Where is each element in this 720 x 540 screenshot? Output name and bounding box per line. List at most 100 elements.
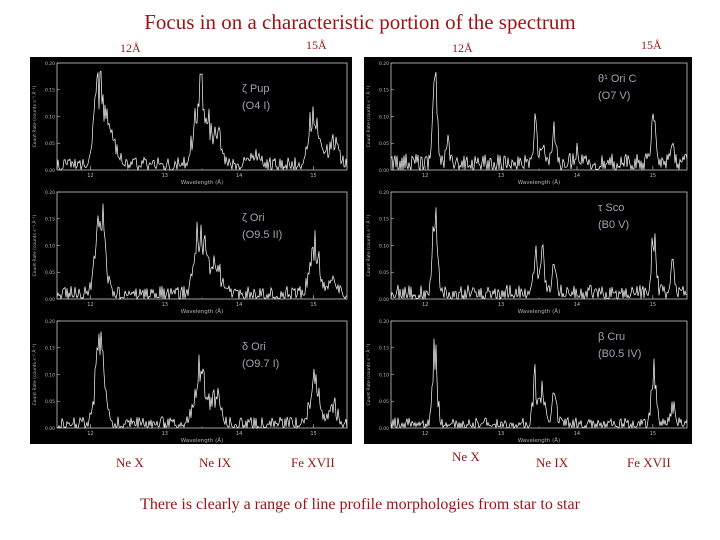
svg-text:0.15: 0.15 <box>379 88 389 94</box>
svg-text:Wavelength (Å): Wavelength (Å) <box>181 437 223 444</box>
svg-text:0.15: 0.15 <box>379 217 389 223</box>
svg-text:0.00: 0.00 <box>379 297 389 303</box>
svg-text:0.10: 0.10 <box>45 372 55 378</box>
spectrum-plot: 12 13 14 15 0.00 0.05 0.10 0.15 0.20 Wavelength (… <box>364 315 692 444</box>
svg-text:12: 12 <box>87 302 93 308</box>
star-name: ζ Pup <box>242 83 270 95</box>
svg-text:Wavelength (Å): Wavelength (Å) <box>181 308 223 315</box>
spectrum-panel-tau-sco: 12 13 14 15 0.00 0.05 0.10 0.15 0.20 Wavelength (… <box>364 186 692 315</box>
svg-text:0.20: 0.20 <box>45 319 55 325</box>
spectrum-panel-beta-cru: 12 13 14 15 0.00 0.05 0.10 0.15 0.20 Wavelength (… <box>364 315 692 444</box>
svg-text:15: 15 <box>650 173 656 179</box>
spectrum-plot: 12 13 14 15 0.00 0.05 0.10 0.15 0.20 Wavelength (… <box>364 186 692 315</box>
svg-text:Count Rate (counts s⁻¹ Å⁻¹): Count Rate (counts s⁻¹ Å⁻¹) <box>365 85 372 147</box>
spectral-type: (O7 V) <box>598 89 631 102</box>
wavelength-label-right-15: 15Å <box>641 38 662 52</box>
svg-text:15: 15 <box>310 173 316 179</box>
svg-text:0.05: 0.05 <box>379 141 389 147</box>
svg-text:13: 13 <box>162 173 168 179</box>
spectrum-plot: 12 13 14 15 0.00 0.05 0.10 0.15 0.20 Wavelength (… <box>30 315 352 444</box>
slide-caption: There is clearly a range of line profile… <box>140 496 580 513</box>
svg-text:0.15: 0.15 <box>45 217 55 223</box>
svg-text:15: 15 <box>650 431 656 437</box>
svg-text:Wavelength (Å): Wavelength (Å) <box>181 179 223 186</box>
wavelength-label-left-15: 15Å <box>306 38 327 52</box>
svg-text:0.00: 0.00 <box>45 168 55 174</box>
svg-text:0.00: 0.00 <box>379 426 389 432</box>
svg-text:0.05: 0.05 <box>45 141 55 147</box>
svg-text:15: 15 <box>310 302 316 308</box>
svg-text:0.15: 0.15 <box>379 346 389 352</box>
svg-text:0.05: 0.05 <box>379 399 389 405</box>
star-label: β Cru (B0.5 IV) <box>598 329 641 362</box>
star-name: τ Sco <box>598 202 625 214</box>
svg-text:Count Rate (counts s⁻¹ Å⁻¹): Count Rate (counts s⁻¹ Å⁻¹) <box>31 214 38 276</box>
wavelength-label-left-12: 12Å <box>120 41 141 55</box>
spectral-type: (B0.5 IV) <box>598 347 642 360</box>
svg-text:12: 12 <box>87 431 93 437</box>
spectral-type: (B0 V) <box>598 218 630 231</box>
spectral-type: (O9.5 II) <box>242 228 283 241</box>
svg-text:13: 13 <box>498 173 504 179</box>
svg-text:12: 12 <box>422 302 428 308</box>
spectral-type: (O4 I) <box>242 99 271 112</box>
svg-text:0.10: 0.10 <box>45 114 55 120</box>
star-name: ζ Ori <box>242 212 265 224</box>
ion-label-ne-ix-right: Ne IX <box>536 455 569 470</box>
spectral-type: (O9.7 I) <box>242 357 280 370</box>
svg-text:Count Rate (counts s⁻¹ Å⁻¹): Count Rate (counts s⁻¹ Å⁻¹) <box>31 85 38 147</box>
ion-label-fe-xvii-left: Fe XVII <box>291 455 335 470</box>
svg-text:15: 15 <box>650 302 656 308</box>
svg-text:0.00: 0.00 <box>45 297 55 303</box>
svg-text:0.10: 0.10 <box>379 372 389 378</box>
spectrum-panel-delta-ori: 12 13 14 15 0.00 0.05 0.10 0.15 0.20 Wavelength (… <box>30 315 352 444</box>
svg-text:14: 14 <box>574 173 580 179</box>
star-name: θ¹ Ori C <box>598 73 637 85</box>
svg-text:12: 12 <box>422 173 428 179</box>
star-label: ζ Pup (O4 I) <box>242 81 270 114</box>
svg-text:Wavelength (Å): Wavelength (Å) <box>518 179 560 186</box>
svg-text:0.15: 0.15 <box>45 88 55 94</box>
svg-text:13: 13 <box>498 302 504 308</box>
star-name: δ Ori <box>242 341 266 353</box>
svg-text:12: 12 <box>87 173 93 179</box>
svg-text:Count Rate (counts s⁻¹ Å⁻¹): Count Rate (counts s⁻¹ Å⁻¹) <box>31 343 38 405</box>
svg-text:Wavelength (Å): Wavelength (Å) <box>518 308 560 315</box>
wavelength-label-right-12: 12Å <box>452 41 473 55</box>
svg-text:14: 14 <box>236 173 242 179</box>
svg-text:0.20: 0.20 <box>379 190 389 196</box>
svg-text:0.05: 0.05 <box>45 270 55 276</box>
ion-label-ne-ix-left: Ne IX <box>199 455 232 470</box>
svg-text:0.20: 0.20 <box>379 61 389 67</box>
ion-label-ne-x-left: Ne X <box>116 455 144 470</box>
star-name: β Cru <box>598 331 626 343</box>
svg-text:13: 13 <box>162 302 168 308</box>
svg-text:13: 13 <box>162 431 168 437</box>
svg-text:0.10: 0.10 <box>379 114 389 120</box>
svg-text:0.05: 0.05 <box>379 270 389 276</box>
spectrum-panel-zeta-ori: 12 13 14 15 0.00 0.05 0.10 0.15 0.20 Wavelength (… <box>30 186 352 315</box>
svg-text:0.10: 0.10 <box>379 243 389 249</box>
svg-text:0.20: 0.20 <box>45 190 55 196</box>
spectra-column-right: 12 13 14 15 0.00 0.05 0.10 0.15 0.20 Wavelength (… <box>364 57 692 444</box>
svg-text:Count Rate (counts s⁻¹ Å⁻¹): Count Rate (counts s⁻¹ Å⁻¹) <box>365 343 372 405</box>
svg-text:Count Rate (counts s⁻¹ Å⁻¹): Count Rate (counts s⁻¹ Å⁻¹) <box>365 214 372 276</box>
spectrum-plot: 12 13 14 15 0.00 0.05 0.10 0.15 0.20 Wavelength (… <box>364 57 692 186</box>
svg-text:14: 14 <box>236 431 242 437</box>
svg-text:0.20: 0.20 <box>45 61 55 67</box>
svg-text:0.15: 0.15 <box>45 346 55 352</box>
star-label: ζ Ori (O9.5 II) <box>242 210 282 243</box>
svg-text:0.05: 0.05 <box>45 399 55 405</box>
spectra-column-left: 12 13 14 15 0.00 0.05 0.10 0.15 0.20 Wavelength (… <box>30 57 352 444</box>
spectrum-panel-zeta-pup: 12 13 14 15 0.00 0.05 0.10 0.15 0.20 Wavelength (… <box>30 57 352 186</box>
ion-label-fe-xvii-right: Fe XVII <box>627 455 671 470</box>
spectrum-panel-theta1-ori-c: 12 13 14 15 0.00 0.05 0.10 0.15 0.20 Wavelength (… <box>364 57 692 186</box>
ion-label-ne-x-right: Ne X <box>452 449 480 464</box>
svg-text:0.10: 0.10 <box>45 243 55 249</box>
svg-text:14: 14 <box>574 431 580 437</box>
svg-text:12: 12 <box>422 431 428 437</box>
svg-text:14: 14 <box>574 302 580 308</box>
svg-text:0.00: 0.00 <box>379 168 389 174</box>
svg-text:15: 15 <box>310 431 316 437</box>
